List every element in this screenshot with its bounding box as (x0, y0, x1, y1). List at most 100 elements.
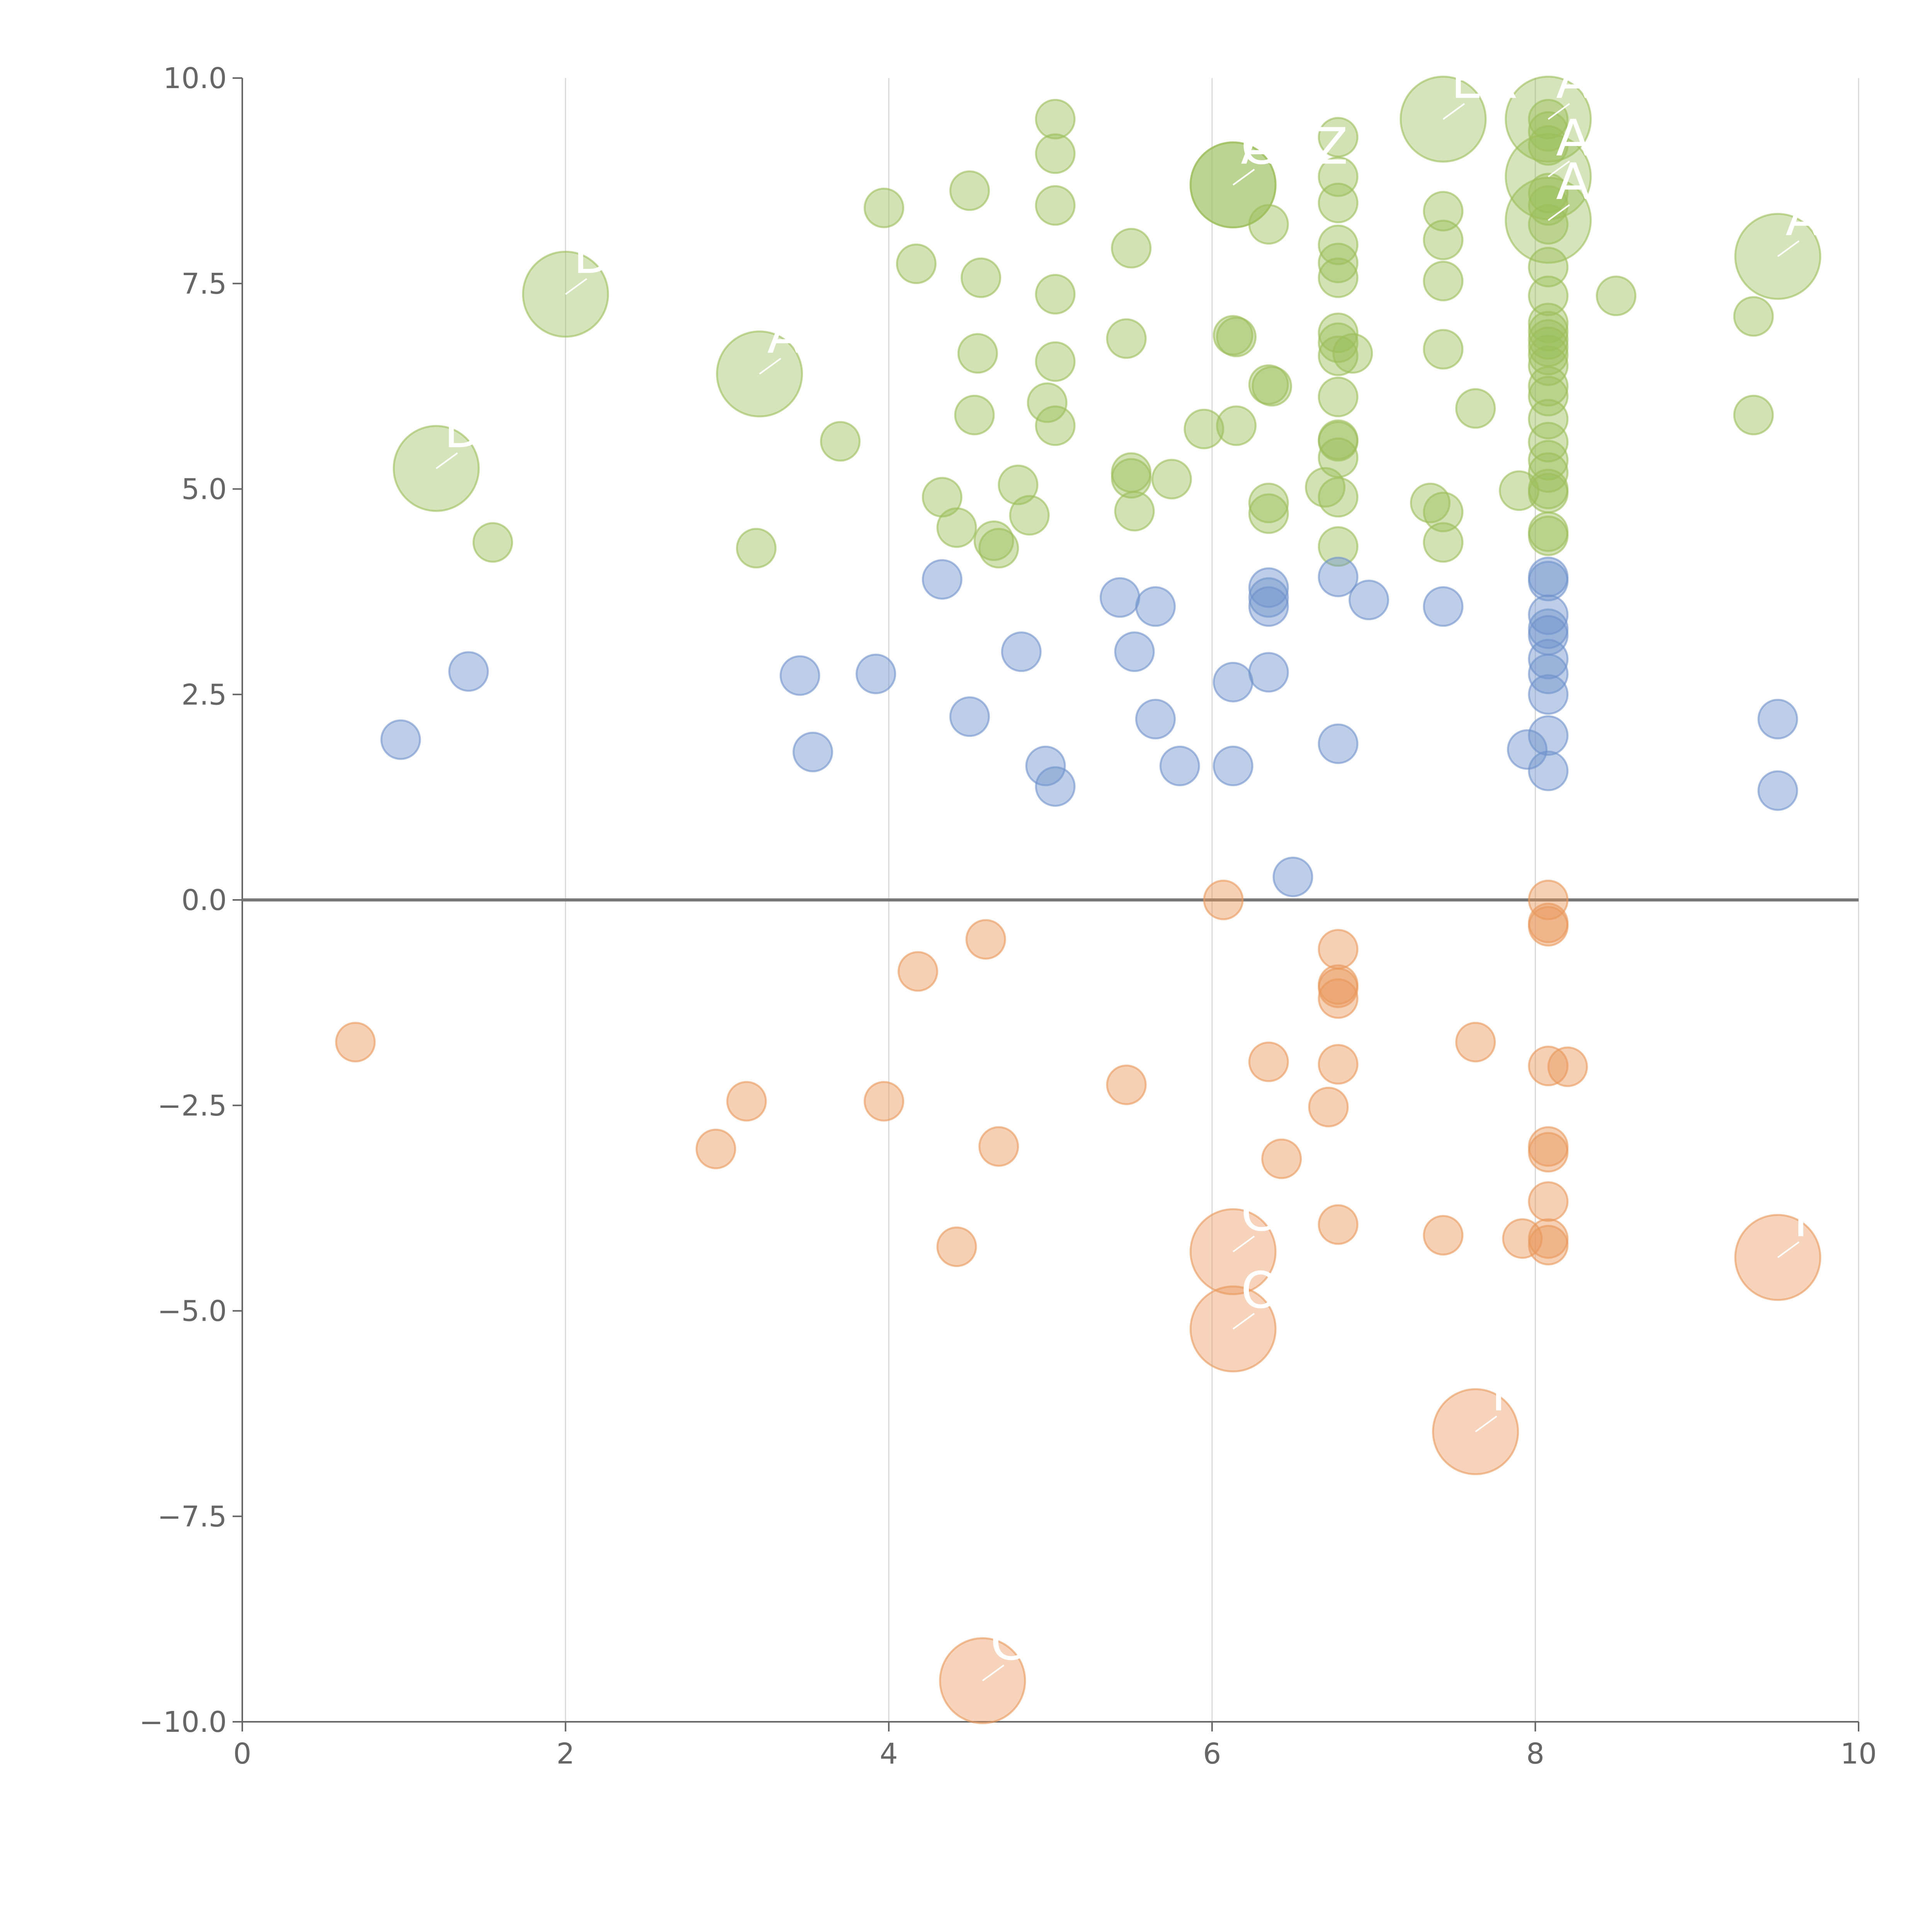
label-leader-line (1548, 160, 1570, 177)
data-point-green (1318, 322, 1359, 363)
label-leader-line (565, 278, 587, 295)
data-point-green (1528, 111, 1569, 152)
data-point-orange (726, 1081, 767, 1122)
data-point-blue (1507, 729, 1548, 770)
data-point-green (1318, 312, 1359, 353)
data-point-green (1423, 260, 1464, 301)
bubbles (335, 75, 1821, 1725)
data-point-blue (1248, 577, 1289, 618)
data-point-orange (1455, 1022, 1496, 1063)
data-point-green (961, 257, 1002, 298)
data-point-green (1318, 526, 1359, 567)
data-point-blue (1213, 662, 1253, 702)
label-leader-line (435, 452, 458, 469)
data-point-green (864, 187, 905, 228)
data-point-green (1528, 204, 1569, 245)
data-point-green (1528, 311, 1569, 352)
data-point-orange (1308, 1087, 1349, 1128)
data-point-green (1318, 257, 1359, 298)
data-point-green (1499, 470, 1540, 511)
y-tick-label: 5.0 (181, 473, 227, 506)
data-point-green (1248, 364, 1289, 405)
data-point-orange (1261, 1138, 1302, 1179)
bubble-label: C (1241, 1184, 1276, 1242)
data-point-green (954, 395, 995, 435)
data-point-green (978, 528, 1019, 569)
x-tick-label: 8 (1526, 1737, 1544, 1770)
data-point-blue (380, 719, 421, 760)
data-point-blue (1248, 652, 1289, 693)
data-point-green (1318, 376, 1359, 417)
data-point-blue (1528, 653, 1569, 694)
data-point-blue (1248, 586, 1289, 627)
data-point-green (1216, 316, 1257, 357)
data-point-green (1318, 243, 1359, 284)
data-point-green (820, 421, 861, 462)
data-point-blue (855, 653, 896, 694)
data-point-green (1528, 473, 1569, 514)
bubble-label: A (767, 306, 802, 365)
data-point-green (1318, 437, 1359, 478)
data-point-orange (1203, 879, 1244, 920)
data-point-orange (936, 1226, 977, 1267)
data-point-green (936, 507, 977, 548)
data-point-blue (1159, 745, 1200, 786)
bubble-label: D (573, 226, 612, 285)
data-point-blue (448, 651, 489, 692)
data-point-orange (1528, 1181, 1569, 1222)
data-point-blue (1423, 586, 1464, 627)
data-point-blue (1528, 639, 1569, 680)
label-leader-line (1548, 103, 1570, 120)
data-point-green (1528, 399, 1569, 440)
label-leader-line (1233, 168, 1255, 186)
data-point-orange (335, 1022, 376, 1063)
data-point-blue (1349, 580, 1389, 621)
label-leader-line (1475, 1415, 1497, 1432)
data-point-green (1318, 335, 1359, 376)
data-point-green (1216, 405, 1257, 446)
data-point-green (1528, 366, 1569, 407)
data-point-blue (1025, 745, 1066, 786)
bubble-label: A (1556, 109, 1590, 167)
data-point-green (1106, 318, 1147, 359)
data-point-green (1318, 182, 1359, 223)
data-point-blue (1528, 674, 1569, 715)
data-point-green (998, 464, 1039, 505)
bubble-label: ER (1451, 51, 1517, 110)
x-tick-label: 4 (880, 1737, 898, 1770)
data-point-blue (949, 696, 990, 737)
data-point-green (736, 528, 777, 569)
x-tick-label: 10 (1840, 1737, 1877, 1770)
bubble-label: C (990, 1613, 1026, 1672)
data-point-orange (978, 1126, 1019, 1167)
data-point-green (1318, 477, 1359, 518)
data-point-green (1528, 303, 1569, 344)
bubble-label: A (1241, 117, 1275, 176)
data-point-green (1027, 382, 1068, 423)
data-point-blue (1528, 561, 1569, 602)
data-point-blue (1528, 715, 1569, 756)
y-tick-label: −2.5 (157, 1089, 227, 1122)
data-point-blue (1528, 750, 1569, 791)
data-point-blue (1318, 556, 1359, 597)
label-leader-line (1442, 103, 1465, 120)
data-point-green (1151, 459, 1192, 500)
data-point-green (1248, 483, 1289, 524)
data-point-green (1423, 492, 1464, 532)
data-point-blue (1272, 856, 1313, 897)
bubble-label: T (1483, 1364, 1514, 1422)
data-point-blue (1213, 745, 1253, 786)
bubble-label: O (1241, 1261, 1280, 1320)
data-point-blue (922, 559, 963, 600)
bubble-label: A (1786, 189, 1820, 247)
y-tick-label: −5.0 (157, 1295, 227, 1328)
y-tick-label: −10.0 (139, 1706, 227, 1739)
data-point-green (957, 333, 998, 374)
bubble-label: CHZ (1241, 117, 1348, 176)
bubble-label: D (444, 400, 483, 459)
data-point-orange (1318, 978, 1359, 1019)
data-point-green (1733, 395, 1774, 435)
data-point-orange (1528, 906, 1569, 947)
data-point-orange (897, 951, 938, 992)
